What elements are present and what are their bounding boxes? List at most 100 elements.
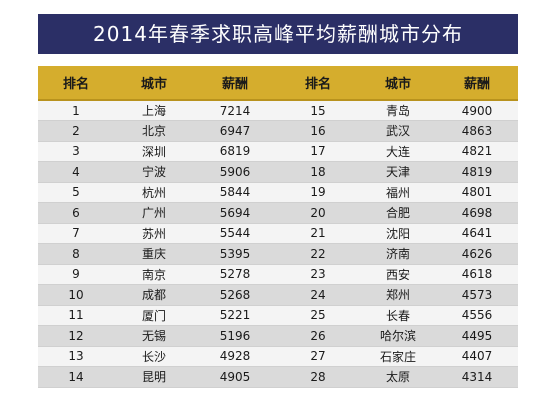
cell-city-right: 武汉 — [360, 120, 436, 142]
header-row: 排名 城市 薪酬 排名 城市 薪酬 — [38, 66, 518, 101]
table-row: 11 厦门 5221 25 长春 4556 — [38, 305, 518, 326]
cell-rank-right: 25 — [276, 305, 360, 326]
table-row: 4 宁波 5906 18 天津 4819 — [38, 161, 518, 183]
table-title: 2014年春季求职高峰平均薪酬城市分布 — [38, 14, 518, 54]
cell-rank-left: 3 — [38, 141, 114, 162]
cell-rank-left: 2 — [38, 120, 114, 142]
table-row: 8 重庆 5395 22 济南 4626 — [38, 243, 518, 265]
header-city-left: 城市 — [114, 66, 194, 101]
cell-city-left: 南京 — [114, 264, 194, 285]
table-row: 1 上海 7214 15 青岛 4900 — [38, 100, 518, 121]
cell-salary-right: 4801 — [436, 182, 518, 203]
title-spacer — [38, 54, 518, 66]
cell-salary-left: 4905 — [194, 366, 276, 388]
cell-salary-right: 4900 — [436, 100, 518, 121]
cell-salary-left: 7214 — [194, 100, 276, 121]
cell-salary-left: 5196 — [194, 325, 276, 347]
cell-rank-left: 4 — [38, 161, 114, 183]
cell-salary-right: 4641 — [436, 223, 518, 244]
table-row: 10 成都 5268 24 郑州 4573 — [38, 284, 518, 306]
cell-rank-left: 8 — [38, 243, 114, 265]
cell-city-right: 青岛 — [360, 100, 436, 121]
cell-city-right: 福州 — [360, 182, 436, 203]
cell-salary-left: 5395 — [194, 243, 276, 265]
cell-city-left: 长沙 — [114, 346, 194, 367]
cell-rank-left: 1 — [38, 100, 114, 121]
cell-city-left: 昆明 — [114, 366, 194, 388]
cell-rank-right: 27 — [276, 346, 360, 367]
cell-rank-right: 17 — [276, 141, 360, 162]
cell-city-right: 大连 — [360, 141, 436, 162]
cell-salary-left: 5844 — [194, 182, 276, 203]
cell-rank-right: 16 — [276, 120, 360, 142]
cell-salary-right: 4863 — [436, 120, 518, 142]
cell-rank-right: 21 — [276, 223, 360, 244]
cell-salary-right: 4314 — [436, 366, 518, 388]
cell-salary-left: 5694 — [194, 202, 276, 224]
cell-city-right: 石家庄 — [360, 346, 436, 367]
cell-city-left: 深圳 — [114, 141, 194, 162]
table-row: 12 无锡 5196 26 哈尔滨 4495 — [38, 325, 518, 347]
table-body: 1 上海 7214 15 青岛 4900 2 北京 6947 16 武汉 4863 3 深圳 6819 17 大… — [38, 100, 518, 388]
table-row: 7 苏州 5544 21 沈阳 4641 — [38, 223, 518, 244]
cell-city-left: 厦门 — [114, 305, 194, 326]
cell-salary-right: 4821 — [436, 141, 518, 162]
cell-rank-left: 12 — [38, 325, 114, 347]
cell-salary-right: 4556 — [436, 305, 518, 326]
table-row: 13 长沙 4928 27 石家庄 4407 — [38, 346, 518, 367]
cell-rank-left: 13 — [38, 346, 114, 367]
cell-salary-left: 5268 — [194, 284, 276, 306]
table-row: 14 昆明 4905 28 太原 4314 — [38, 366, 518, 388]
header-salary-left: 薪酬 — [194, 66, 276, 101]
cell-city-right: 郑州 — [360, 284, 436, 306]
cell-salary-left: 5221 — [194, 305, 276, 326]
cell-city-right: 济南 — [360, 243, 436, 265]
cell-rank-right: 28 — [276, 366, 360, 388]
header-city-right: 城市 — [360, 66, 436, 101]
cell-city-left: 宁波 — [114, 161, 194, 183]
cell-rank-right: 26 — [276, 325, 360, 347]
table-row: 6 广州 5694 20 合肥 4698 — [38, 202, 518, 224]
cell-rank-left: 7 — [38, 223, 114, 244]
cell-city-left: 成都 — [114, 284, 194, 306]
cell-rank-left: 10 — [38, 284, 114, 306]
cell-rank-left: 11 — [38, 305, 114, 326]
cell-city-right: 天津 — [360, 161, 436, 183]
header-rank-left: 排名 — [38, 66, 114, 101]
cell-salary-right: 4819 — [436, 161, 518, 183]
cell-salary-left: 5906 — [194, 161, 276, 183]
cell-salary-left: 5544 — [194, 223, 276, 244]
cell-city-right: 合肥 — [360, 202, 436, 224]
table-row: 9 南京 5278 23 西安 4618 — [38, 264, 518, 285]
cell-rank-left: 6 — [38, 202, 114, 224]
cell-city-left: 上海 — [114, 100, 194, 121]
cell-salary-right: 4573 — [436, 284, 518, 306]
cell-city-left: 广州 — [114, 202, 194, 224]
header-rank-right: 排名 — [276, 66, 360, 101]
cell-salary-right: 4495 — [436, 325, 518, 347]
cell-salary-left: 6947 — [194, 120, 276, 142]
table-row: 2 北京 6947 16 武汉 4863 — [38, 120, 518, 142]
cell-rank-right: 22 — [276, 243, 360, 265]
cell-salary-left: 5278 — [194, 264, 276, 285]
table-row: 3 深圳 6819 17 大连 4821 — [38, 141, 518, 162]
cell-rank-right: 18 — [276, 161, 360, 183]
cell-city-right: 西安 — [360, 264, 436, 285]
cell-rank-right: 15 — [276, 100, 360, 121]
cell-salary-left: 4928 — [194, 346, 276, 367]
cell-city-left: 北京 — [114, 120, 194, 142]
table-header: 排名 城市 薪酬 排名 城市 薪酬 — [38, 66, 518, 101]
cell-city-left: 重庆 — [114, 243, 194, 265]
cell-city-right: 哈尔滨 — [360, 325, 436, 347]
cell-city-right: 长春 — [360, 305, 436, 326]
header-salary-right: 薪酬 — [436, 66, 518, 101]
cell-salary-right: 4618 — [436, 264, 518, 285]
cell-rank-right: 19 — [276, 182, 360, 203]
cell-city-right: 沈阳 — [360, 223, 436, 244]
cell-city-left: 无锡 — [114, 325, 194, 347]
cell-city-left: 苏州 — [114, 223, 194, 244]
cell-city-right: 太原 — [360, 366, 436, 388]
cell-rank-left: 9 — [38, 264, 114, 285]
cell-salary-right: 4698 — [436, 202, 518, 224]
cell-rank-left: 14 — [38, 366, 114, 388]
